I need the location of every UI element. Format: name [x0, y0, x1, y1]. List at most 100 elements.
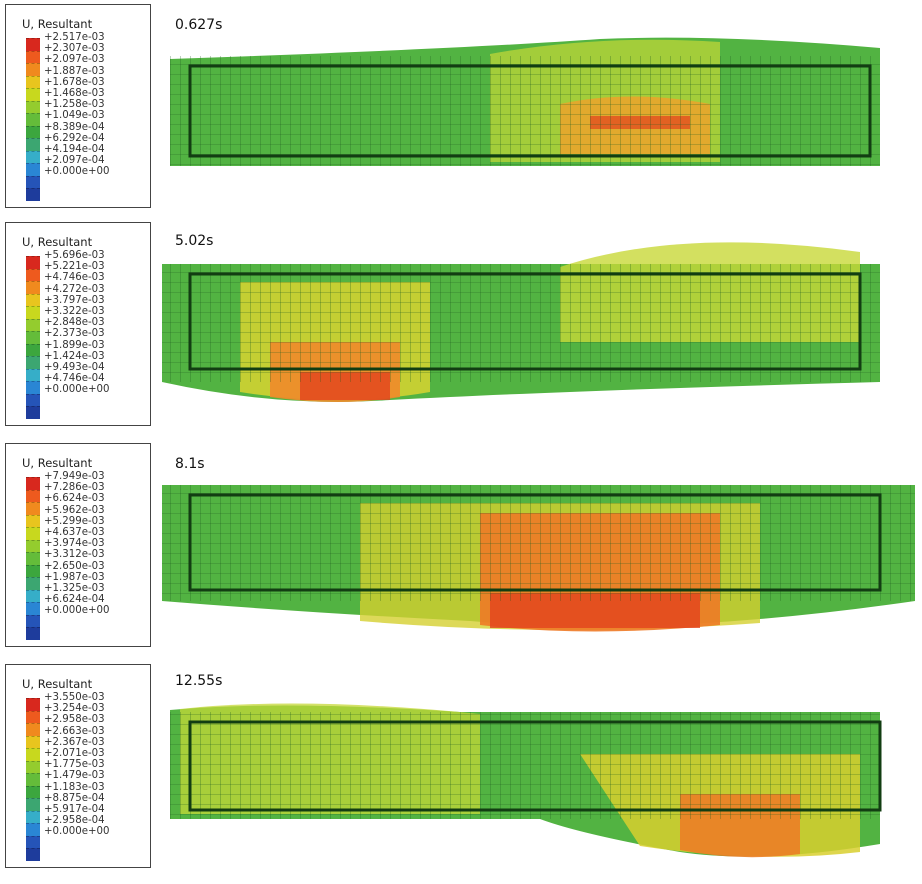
legend-tick-label: +7.949e-03 [44, 471, 105, 482]
legend-tick-label: +3.974e-03 [44, 538, 105, 550]
legend-tick-label: +0.000e+00 [44, 166, 110, 178]
color-bar-segment [26, 293, 40, 306]
color-bar-segment [26, 502, 40, 515]
color-bar-segment [26, 527, 40, 540]
color-bar-segment [26, 381, 40, 394]
legend-tick-label: +2.307e-03 [44, 43, 105, 55]
legend-tick-label: +5.917e-04 [44, 803, 105, 815]
legend-tick-label: +1.258e-03 [44, 99, 105, 111]
legend-tick-label: +0.000e+00 [44, 605, 110, 617]
color-bar-segment [26, 368, 40, 381]
legend-tick-label: +8.875e-04 [44, 792, 105, 804]
color-bar-segment [26, 356, 40, 369]
color-bar-segment [26, 773, 40, 786]
color-bar-segment [26, 150, 40, 163]
color-bar-segment [26, 100, 40, 113]
legend-tick-label: +3.312e-03 [44, 549, 105, 561]
legend-tick-label: +0.000e+00 [44, 384, 110, 396]
color-bar-segment [26, 268, 40, 281]
color-bar-segment [26, 735, 40, 748]
beam-contour [170, 37, 880, 167]
color-bar-segment [26, 88, 40, 101]
legend-tick-label: +8.389e-04 [44, 121, 105, 133]
color-bar-segment [26, 175, 40, 188]
legend-tick-label: +0.000e+00 [44, 826, 110, 838]
time-label: 5.02s [175, 233, 214, 249]
legend-tick-label: +2.848e-03 [44, 317, 105, 329]
color-bar-segment [26, 698, 40, 711]
legend-ticks: +3.550e-03 +3.254e-03 +2.958e-03 +2.663e-03… [44, 692, 109, 837]
legend-tick-label: +4.194e-04 [44, 143, 105, 155]
legend-ticks: +2.517e-03 +2.307e-03 +2.097e-03 +1.887e-03… [44, 32, 109, 177]
color-bar-segment [26, 614, 40, 627]
legend: U, Resultant +3.550e-03 +3.254e-03 +2.958e… [5, 664, 151, 868]
color-bar-segment [26, 552, 40, 565]
legend-tick-label: +3.322e-03 [44, 305, 105, 317]
beam-contour [170, 703, 882, 858]
color-bar-segment [26, 393, 40, 406]
color-bar [26, 477, 40, 640]
beam-contour [162, 242, 880, 402]
legend-tick-label: +3.797e-03 [44, 294, 105, 306]
legend-tick-label: +4.637e-03 [44, 526, 105, 538]
color-bar-segment [26, 38, 40, 51]
legend-tick-label: +6.624e-04 [44, 594, 105, 606]
legend-tick-label: +1.325e-03 [44, 582, 105, 594]
legend-tick-label: +6.624e-03 [44, 493, 105, 505]
color-bar-segment [26, 760, 40, 773]
color-bar-segment [26, 281, 40, 294]
legend-tick-label: +1.049e-03 [44, 110, 105, 122]
legend-tick-label: +3.254e-03 [44, 703, 105, 715]
color-bar-segment [26, 63, 40, 76]
color-bar-segment [26, 138, 40, 151]
color-bar-segment [26, 163, 40, 176]
legend-tick-label: +1.424e-03 [44, 350, 105, 362]
color-bar-segment [26, 602, 40, 615]
color-bar-segment [26, 343, 40, 356]
legend-title: U, Resultant [22, 17, 93, 31]
color-bar-segment [26, 489, 40, 502]
color-bar-segment [26, 785, 40, 798]
color-bar-segment [26, 823, 40, 836]
time-label: 0.627s [175, 17, 223, 33]
legend-tick-label: +5.962e-03 [44, 504, 105, 516]
color-bar-segment [26, 113, 40, 126]
legend-tick-label: +4.746e-04 [44, 373, 105, 385]
legend-tick-label: +2.958e-04 [44, 815, 105, 827]
color-bar-segment [26, 306, 40, 319]
color-bar-segment [26, 125, 40, 138]
color-bar [26, 698, 40, 861]
color-bar-segment [26, 798, 40, 811]
color-bar-segment [26, 589, 40, 602]
color-bar-segment [26, 539, 40, 552]
panel-502s: U, Resultant +5.696e-03 +5.221e-03 +4.746e… [0, 222, 922, 442]
legend-tick-label: +1.183e-03 [44, 781, 105, 793]
legend-tick-label: +5.299e-03 [44, 515, 105, 527]
color-bar-segment [26, 514, 40, 527]
legend-tick-label: +1.775e-03 [44, 759, 105, 771]
legend-tick-label: +2.650e-03 [44, 560, 105, 572]
legend-tick-label: +2.071e-03 [44, 747, 105, 759]
legend-tick-label: +2.663e-03 [44, 725, 105, 737]
color-bar-segment [26, 627, 40, 640]
legend-title: U, Resultant [22, 456, 93, 470]
color-bar [26, 256, 40, 419]
color-bar-segment [26, 748, 40, 761]
color-bar-segment [26, 256, 40, 269]
color-bar-segment [26, 188, 40, 201]
legend-tick-label: +1.899e-03 [44, 339, 105, 351]
color-bar-segment [26, 564, 40, 577]
time-label: 12.55s [175, 673, 223, 689]
legend-tick-label: +1.887e-03 [44, 65, 105, 77]
legend-tick-label: +6.292e-04 [44, 132, 105, 144]
legend-tick-label: +2.367e-03 [44, 736, 105, 748]
beam-contour [162, 485, 915, 632]
legend-tick-label: +4.272e-03 [44, 283, 105, 295]
color-bar-segment [26, 50, 40, 63]
color-bar-segment [26, 810, 40, 823]
legend: U, Resultant +7.949e-03 +7.286e-03 +6.624e… [5, 443, 151, 647]
color-bar [26, 38, 40, 201]
legend-tick-label: +5.696e-03 [44, 250, 105, 261]
color-bar-segment [26, 835, 40, 848]
legend-tick-label: +2.517e-03 [44, 32, 105, 43]
